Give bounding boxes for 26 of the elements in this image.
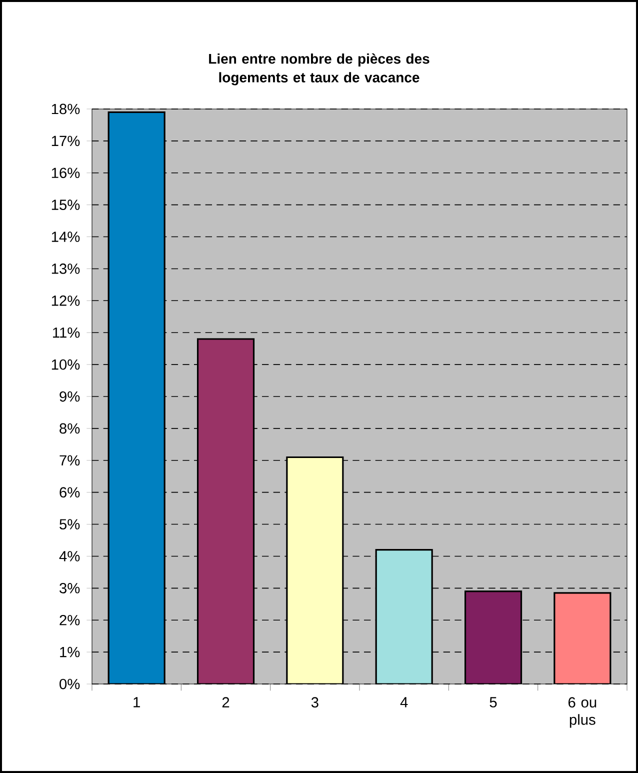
chart-title: Lien entre nombre de pièces des logements et taux de vacance bbox=[209, 53, 430, 86]
y-tick-label: 2% bbox=[60, 614, 80, 626]
y-tick-label: 7% bbox=[60, 455, 80, 466]
y-tick-label: 11% bbox=[53, 327, 80, 338]
y-tick-label: 12% bbox=[52, 296, 80, 306]
y-tick-label: 0% bbox=[60, 678, 80, 690]
y-tick-label: 6% bbox=[60, 487, 80, 498]
x-tick-label: 4 bbox=[400, 697, 408, 708]
y-tick-label: 17% bbox=[52, 136, 80, 146]
y-tick-label: 5% bbox=[60, 519, 80, 530]
y-tick-label: 13% bbox=[52, 264, 80, 274]
y-tick-label: 15% bbox=[52, 200, 80, 210]
y-tick-label: 10% bbox=[52, 359, 80, 370]
x-tick-label: 3 bbox=[311, 697, 318, 708]
y-tick-label: 1% bbox=[60, 646, 80, 658]
y-tick-label: 4% bbox=[59, 551, 80, 562]
x-tick-label: 6 ou plus bbox=[568, 697, 596, 728]
y-tick-label: 9% bbox=[60, 391, 80, 402]
x-tick-label: 5 bbox=[490, 697, 497, 708]
y-tick-label: 16% bbox=[52, 168, 80, 178]
y-tick-label: 8% bbox=[60, 423, 80, 434]
y-tick-label: 3% bbox=[60, 582, 80, 594]
x-tick-label: 2 bbox=[222, 697, 230, 708]
y-tick-label: 14% bbox=[52, 232, 80, 242]
x-tick-label: 1 bbox=[134, 697, 140, 708]
y-tick-label: 18% bbox=[52, 104, 80, 114]
